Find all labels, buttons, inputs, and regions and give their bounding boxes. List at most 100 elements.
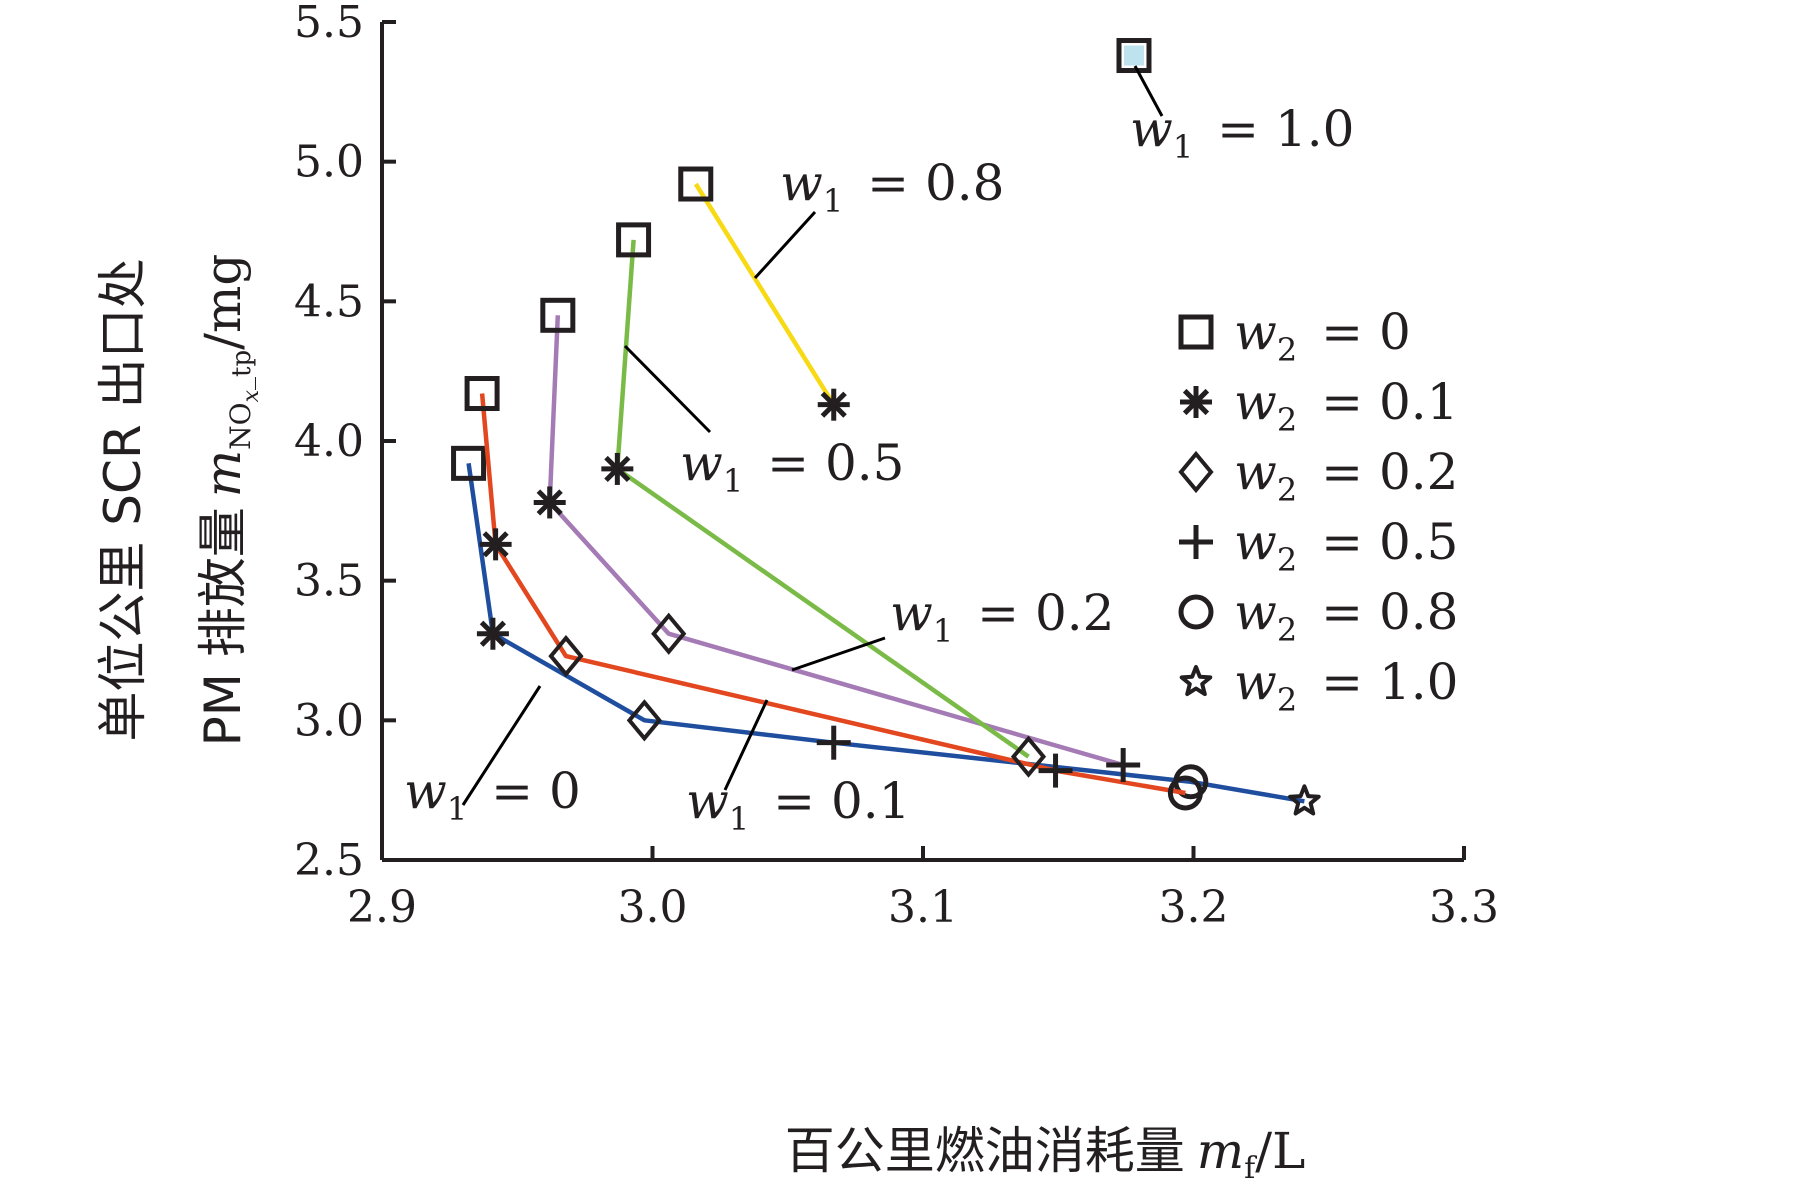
annotation-sub: 1 <box>723 462 743 500</box>
legend-text: = 0.5 <box>1321 513 1458 571</box>
data-point-square <box>464 376 500 412</box>
legend-item: w2 = 0 <box>1178 303 1411 369</box>
y-tick-label: 5.0 <box>294 137 364 188</box>
x-tick-label: 3.1 <box>888 882 958 933</box>
annotation-text: = 0.8 <box>867 154 1004 212</box>
data-point-diamond <box>548 634 584 678</box>
legend-text: = 0.8 <box>1321 583 1458 641</box>
legend-marker-plus <box>1179 525 1213 559</box>
y-axis-title-sub2: _tp <box>227 350 257 390</box>
legend-marker-diamond <box>1178 450 1214 494</box>
legend-marker-square <box>1178 314 1214 350</box>
annotation-var: w <box>686 772 729 830</box>
legend-sub: 2 <box>1277 681 1297 719</box>
legend-label: w2 = 1.0 <box>1234 653 1458 719</box>
annotation-var: w <box>404 762 447 820</box>
data-point-square <box>616 222 652 258</box>
x-axis-title-sub: f <box>1244 1151 1257 1186</box>
series-point-fill <box>1123 45 1144 66</box>
annotation-sub: 1 <box>1173 128 1193 166</box>
y-axis-title: 单位公里 SCR 出口处 PM 排放量 mNOx_tp/mg <box>94 254 264 747</box>
x-tick-label: 3.2 <box>1159 882 1229 933</box>
annotation-text: = 0.1 <box>773 772 910 830</box>
data-point-square <box>678 166 714 202</box>
legend-var: w <box>1234 583 1277 641</box>
legend-sub: 2 <box>1277 401 1297 439</box>
annotation-label-w1-0.8: w1 = 0.8 <box>780 154 1004 220</box>
legend-label: w2 = 0.5 <box>1234 513 1458 579</box>
annotation-var: w <box>890 584 933 642</box>
data-point-plus <box>1038 753 1073 788</box>
y-tick-label: 4.5 <box>294 276 364 327</box>
legend-sub: 2 <box>1277 611 1297 649</box>
data-point-plus <box>816 725 851 760</box>
annotation-sub: 1 <box>823 182 843 220</box>
legend-var: w <box>1234 443 1277 501</box>
x-axis-title-unit: /L <box>1255 1122 1305 1180</box>
legend-var: w <box>1234 373 1277 431</box>
y-tick-label: 3.0 <box>294 695 364 746</box>
legend-item: w2 = 0.5 <box>1179 513 1458 579</box>
legend-sub: 2 <box>1277 331 1297 369</box>
series-line <box>547 315 1124 768</box>
legend-item: w2 = 1.0 <box>1179 653 1458 719</box>
annotation-leader <box>461 685 542 806</box>
legend-item: w2 = 0.8 <box>1178 583 1458 649</box>
annotation-label-w1-1.0: w1 = 1.0 <box>1130 100 1354 166</box>
annotation-leader <box>753 210 817 280</box>
data-point-circle <box>1167 775 1203 811</box>
annotation-var: w <box>1130 100 1173 158</box>
legend-sub: 2 <box>1277 471 1297 509</box>
data-point-diamond <box>651 612 687 655</box>
data-point-diamond <box>1010 735 1047 778</box>
annotation-leader <box>723 699 769 791</box>
legend-marker-asterisk <box>1180 386 1212 418</box>
annotation-leader <box>791 636 886 672</box>
y-tick-label: 4.0 <box>294 416 364 467</box>
x-axis-title: 百公里燃油消耗量 mf/L <box>785 1122 1306 1186</box>
legend-item: w2 = 0.1 <box>1180 373 1458 439</box>
y-axis-title-var: m <box>194 450 252 497</box>
data-point-square <box>451 445 487 481</box>
y-tick-label: 5.5 <box>294 0 364 48</box>
legend-label: w2 = 0.8 <box>1234 583 1458 649</box>
y-axis-title-line2-main: PM 排放量 <box>194 507 252 746</box>
y-axis-title-line1: 单位公里 SCR 出口处 <box>94 258 152 741</box>
legend-var: w <box>1234 303 1277 361</box>
y-axis-title-subsub: x <box>239 389 264 402</box>
legend-marker-circle <box>1178 594 1214 630</box>
annotation-text: = 0.2 <box>977 584 1114 642</box>
series-w1-0 <box>451 445 1321 816</box>
series-line <box>466 462 1305 804</box>
legend-text: = 0.1 <box>1321 373 1458 431</box>
data-point-asterisk <box>476 617 509 650</box>
annotation-leader <box>623 344 712 434</box>
x-tick-label: 3.0 <box>618 882 688 933</box>
annotation-label-w1-0.5: w1 = 0.5 <box>680 434 904 500</box>
annotation-label-w1-0.2: w1 = 0.2 <box>890 584 1114 650</box>
legend-text: = 0 <box>1321 303 1411 361</box>
legend-sub: 2 <box>1277 541 1297 579</box>
legend-label: w2 = 0.1 <box>1234 373 1458 439</box>
data-point-plus <box>1106 748 1141 783</box>
legend-label: w2 = 0 <box>1234 303 1411 369</box>
annotation-layer: w1 = 0 w1 = 0.1w1 = 0.2w1 = 0.5w1 = 0.8w1 = 1.0 <box>404 65 1354 838</box>
annotation-text: = 0.5 <box>767 434 904 492</box>
annotation-sub: 1 <box>933 612 953 650</box>
y-axis-title-unit: /mg <box>194 254 252 350</box>
annotation-sub: 1 <box>729 800 749 838</box>
y-axis-title-line2: PM 排放量 mNOx_tp/mg <box>194 254 264 747</box>
legend-label: w2 = 0.2 <box>1234 443 1458 509</box>
annotation-label-w1-0.1: w1 = 0.1 <box>686 772 910 838</box>
data-point-asterisk <box>479 528 512 561</box>
legend-marker-star <box>1179 665 1213 697</box>
data-point-square <box>540 297 576 333</box>
annotation-var: w <box>680 434 723 492</box>
series-layer <box>451 38 1321 816</box>
annotation-text: = 1.0 <box>1217 100 1354 158</box>
annotation-leader <box>1133 65 1164 117</box>
data-point-square <box>1116 38 1152 74</box>
x-tick-label: 3.3 <box>1429 882 1499 933</box>
series-w1-0.2 <box>533 297 1141 783</box>
series-w1-0.5 <box>601 222 1047 778</box>
